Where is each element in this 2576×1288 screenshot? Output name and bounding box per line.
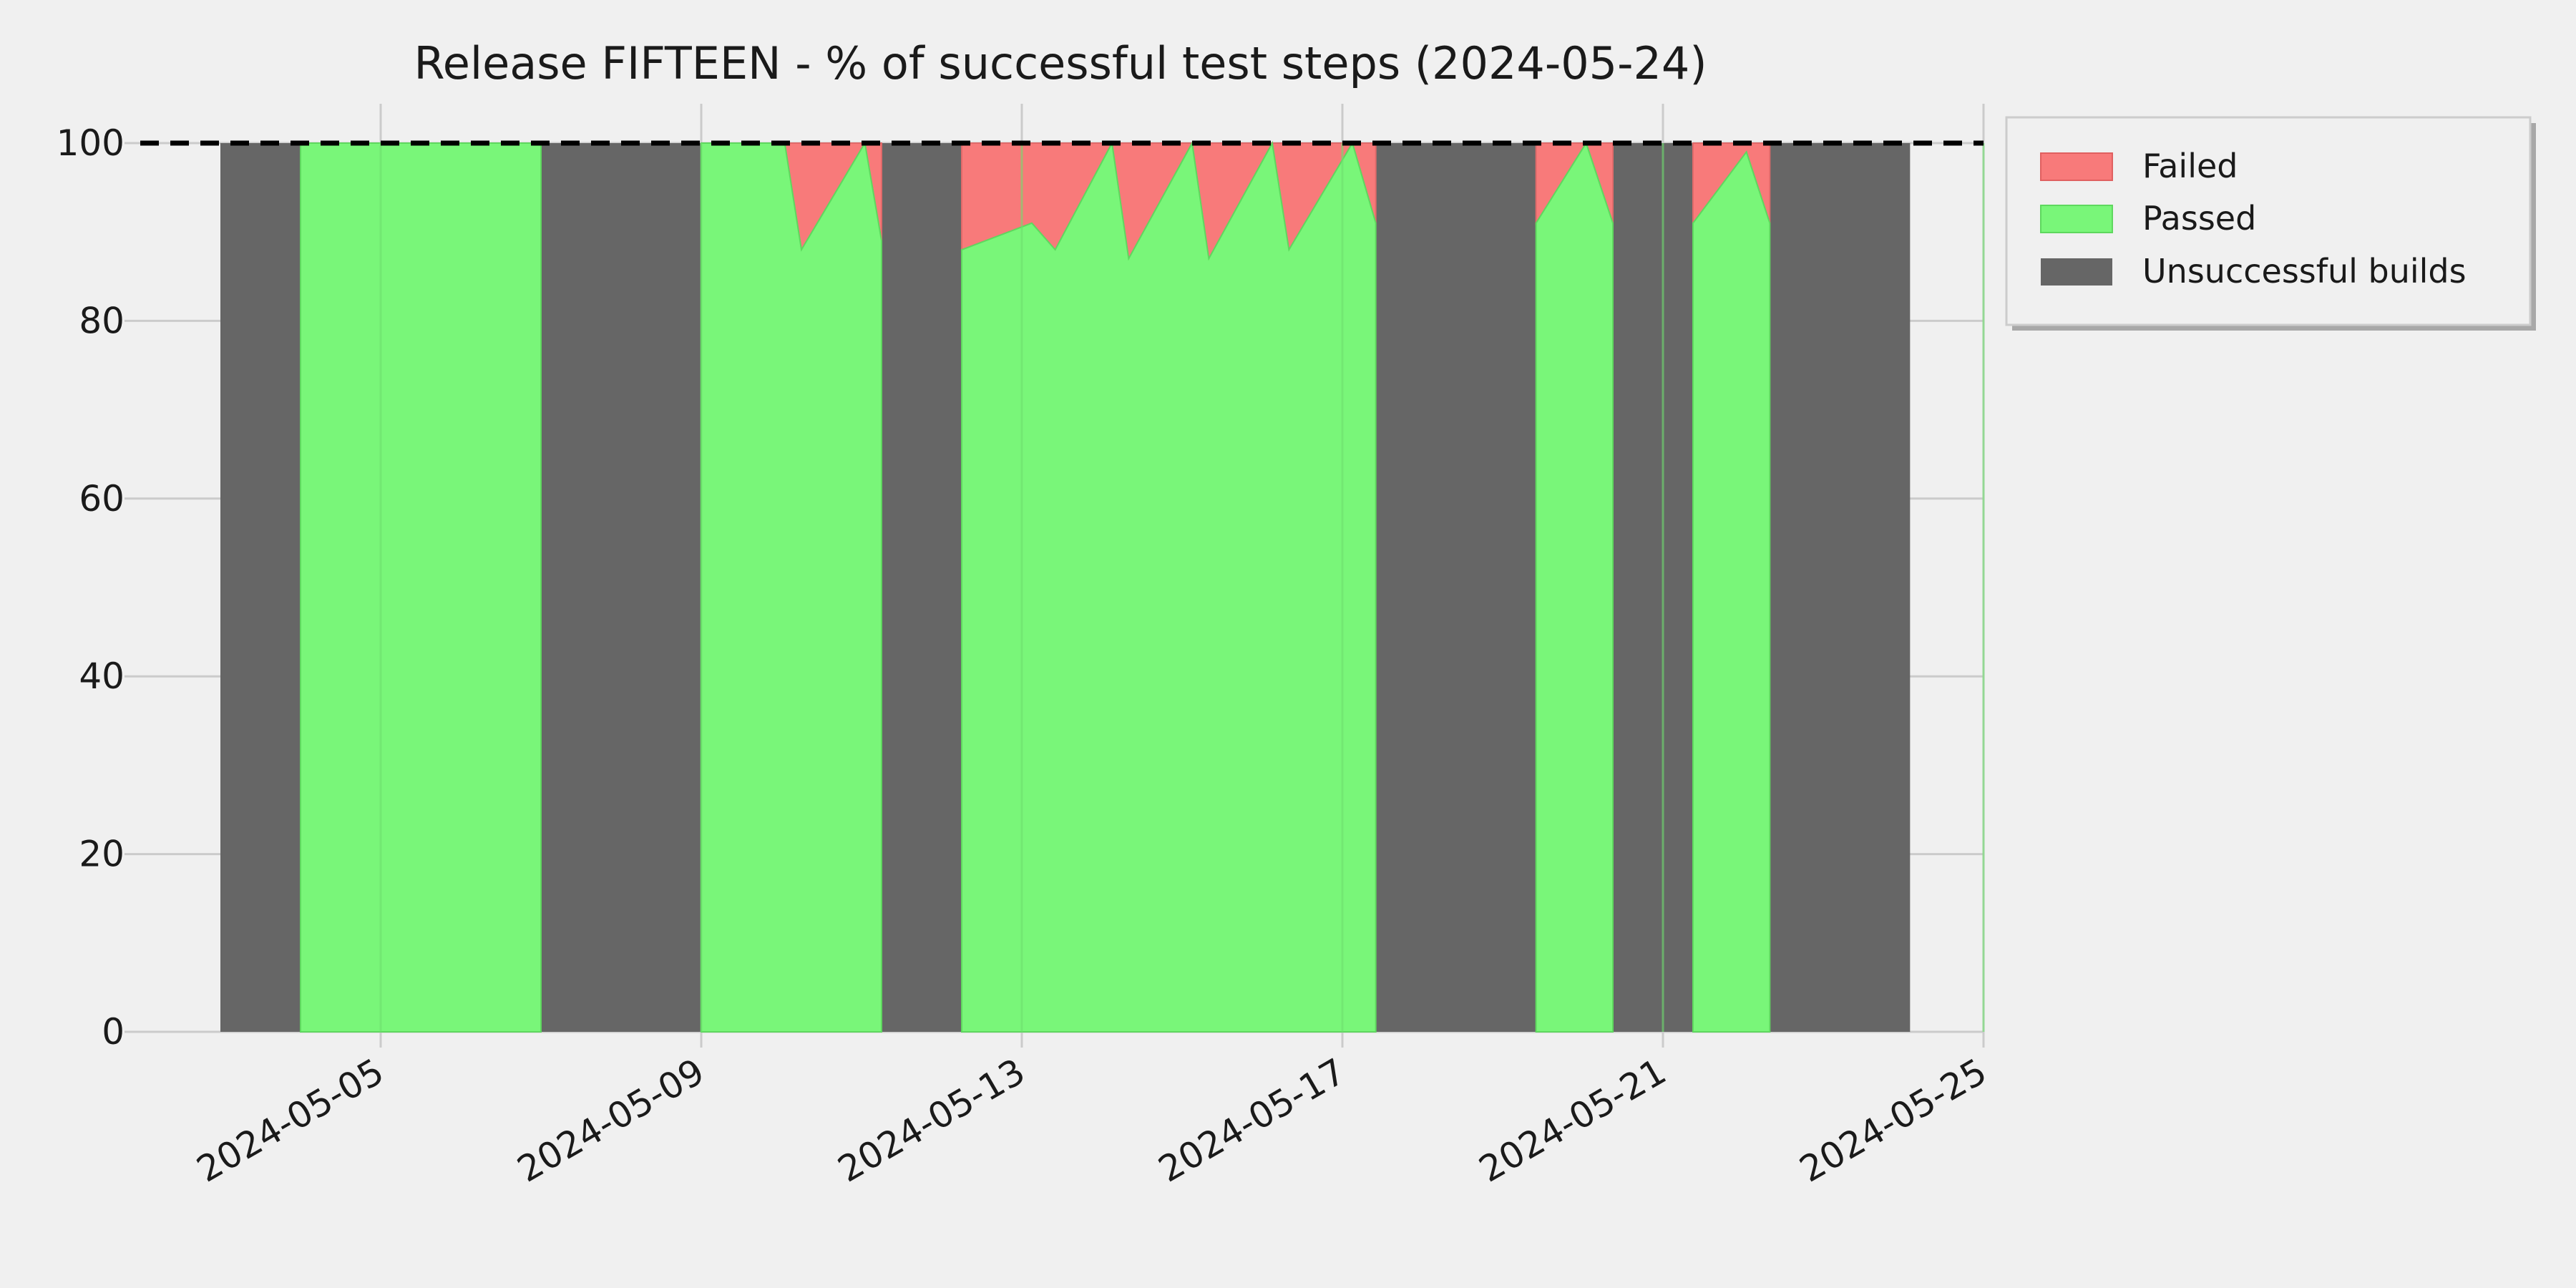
legend-label-failed: Failed: [2142, 147, 2238, 185]
unsuccessful-build-band: [220, 143, 301, 1032]
passed-area: [300, 142, 542, 1033]
y-tick-label: 80: [79, 300, 125, 341]
y-tick-label: 60: [79, 478, 125, 519]
unsuccessful-build-band: [541, 143, 701, 1032]
y-tick-label: 20: [79, 834, 125, 875]
y-tick-label: 40: [79, 655, 125, 697]
unsuccessful-build-band: [882, 143, 962, 1032]
legend-swatch-failed: [2040, 152, 2113, 181]
chart-title: Release FIFTEEN - % of successful test s…: [414, 37, 1707, 89]
y-tick-label: 100: [57, 122, 125, 164]
unsuccessful-build-band: [1770, 143, 1911, 1032]
passed-area: [1535, 141, 1614, 1033]
legend: Failed Passed Unsuccessful builds: [2005, 116, 2536, 331]
legend-swatch-unsuccessful: [2041, 258, 2112, 286]
legend-swatch-passed: [2040, 205, 2113, 233]
passed-area: [961, 140, 1377, 1033]
legend-label-unsuccessful: Unsuccessful builds: [2142, 252, 2467, 291]
passed-area: [1692, 150, 1771, 1033]
reference-line-group: [140, 140, 1985, 1032]
plot-area: [220, 140, 1911, 1033]
y-tick-label: 0: [102, 1011, 125, 1053]
legend-label-passed: Passed: [2142, 199, 2256, 238]
passed-area: [701, 141, 882, 1033]
unsuccessful-build-band: [1613, 143, 1693, 1032]
unsuccessful-build-band: [1375, 143, 1536, 1032]
